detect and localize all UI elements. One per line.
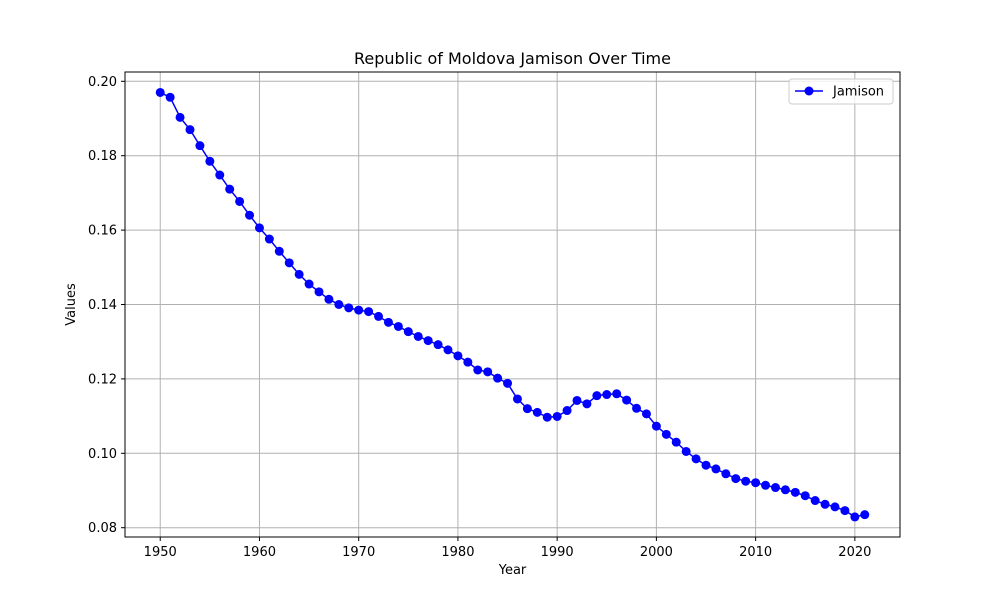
data-point — [324, 294, 334, 304]
data-point — [681, 446, 691, 456]
data-point — [572, 395, 582, 405]
data-point — [552, 411, 562, 421]
data-point — [711, 464, 721, 474]
y-tick-label: 0.12 — [88, 372, 117, 387]
data-point — [314, 287, 324, 297]
data-point — [612, 389, 622, 399]
data-point — [602, 390, 612, 400]
data-point — [473, 365, 483, 375]
y-tick-label: 0.08 — [88, 521, 117, 536]
data-point — [592, 391, 602, 401]
data-point — [334, 300, 344, 309]
legend: Jamison — [788, 78, 894, 105]
data-point — [254, 223, 264, 233]
data-point — [374, 311, 384, 321]
data-point — [671, 437, 681, 447]
data-point — [215, 170, 225, 180]
data-point — [691, 454, 701, 464]
data-point — [532, 407, 542, 417]
data-point — [622, 395, 632, 405]
data-point — [284, 258, 294, 268]
x-tick-label: 1970 — [342, 545, 375, 560]
data-point — [225, 184, 235, 194]
data-point — [383, 317, 393, 327]
y-tick-label: 0.16 — [88, 224, 117, 239]
data-point — [423, 336, 433, 346]
data-point — [751, 478, 761, 488]
data-point — [503, 378, 513, 388]
chart-title: Republic of Moldova Jamison Over Time — [354, 49, 671, 68]
data-point — [185, 125, 195, 135]
x-tick-label: 2020 — [838, 545, 871, 560]
x-tick-label: 2000 — [640, 545, 673, 560]
data-point — [205, 156, 215, 166]
data-point — [731, 474, 741, 484]
data-point — [810, 496, 820, 506]
data-point — [830, 502, 840, 512]
data-point — [155, 87, 165, 97]
grid — [125, 72, 900, 537]
x-tick-label: 1990 — [541, 545, 574, 560]
data-point — [344, 303, 354, 313]
data-point — [245, 210, 255, 220]
data-point — [463, 357, 473, 367]
data-point — [850, 512, 860, 522]
data-point — [632, 403, 642, 413]
data-point — [294, 269, 304, 279]
data-point — [175, 112, 185, 122]
data-point — [264, 234, 274, 244]
data-point — [860, 510, 870, 520]
series-layer — [155, 87, 870, 522]
data-point — [582, 399, 592, 409]
data-point — [790, 487, 800, 497]
data-point — [165, 92, 175, 102]
data-point — [651, 421, 661, 431]
data-point — [274, 246, 284, 256]
y-tick-label: 0.10 — [88, 447, 117, 462]
data-point — [393, 321, 403, 331]
x-tick-label: 2010 — [739, 545, 772, 560]
axis-ticks: 1950 1960 1970 1980 1990 2000 2010 2020 0.08 0.10… — [88, 75, 871, 560]
legend-marker-jamison — [804, 86, 814, 96]
data-point — [453, 351, 463, 361]
data-point — [770, 483, 780, 493]
data-point — [483, 367, 493, 377]
data-point — [235, 196, 245, 206]
legend-label-jamison: Jamison — [832, 85, 884, 100]
y-tick-label: 0.18 — [88, 149, 117, 164]
data-point — [522, 404, 532, 414]
x-tick-label: 1960 — [243, 545, 276, 560]
x-tick-label: 1950 — [144, 545, 177, 560]
y-tick-label: 0.14 — [88, 298, 117, 313]
legend-box — [788, 78, 894, 105]
x-tick-label: 1980 — [441, 545, 474, 560]
x-axis-label: Year — [498, 563, 527, 578]
y-axis-label: Values — [64, 283, 79, 326]
data-point — [195, 141, 205, 151]
data-point — [701, 460, 711, 470]
data-point — [542, 412, 552, 422]
data-point — [433, 340, 443, 350]
data-point — [820, 499, 830, 509]
data-point — [840, 506, 850, 516]
data-point — [512, 394, 522, 404]
data-point — [800, 491, 810, 501]
data-point — [641, 409, 651, 419]
data-point — [304, 279, 314, 289]
data-point — [562, 406, 572, 416]
data-point — [413, 331, 423, 341]
y-tick-label: 0.20 — [88, 75, 117, 90]
data-point — [761, 480, 771, 490]
data-point — [661, 429, 671, 439]
data-point — [721, 469, 731, 479]
data-point — [354, 305, 364, 315]
data-point — [364, 307, 374, 317]
data-point — [780, 485, 790, 495]
data-point — [443, 345, 453, 355]
data-point — [741, 476, 751, 486]
data-point — [493, 373, 503, 383]
data-point — [403, 327, 413, 337]
